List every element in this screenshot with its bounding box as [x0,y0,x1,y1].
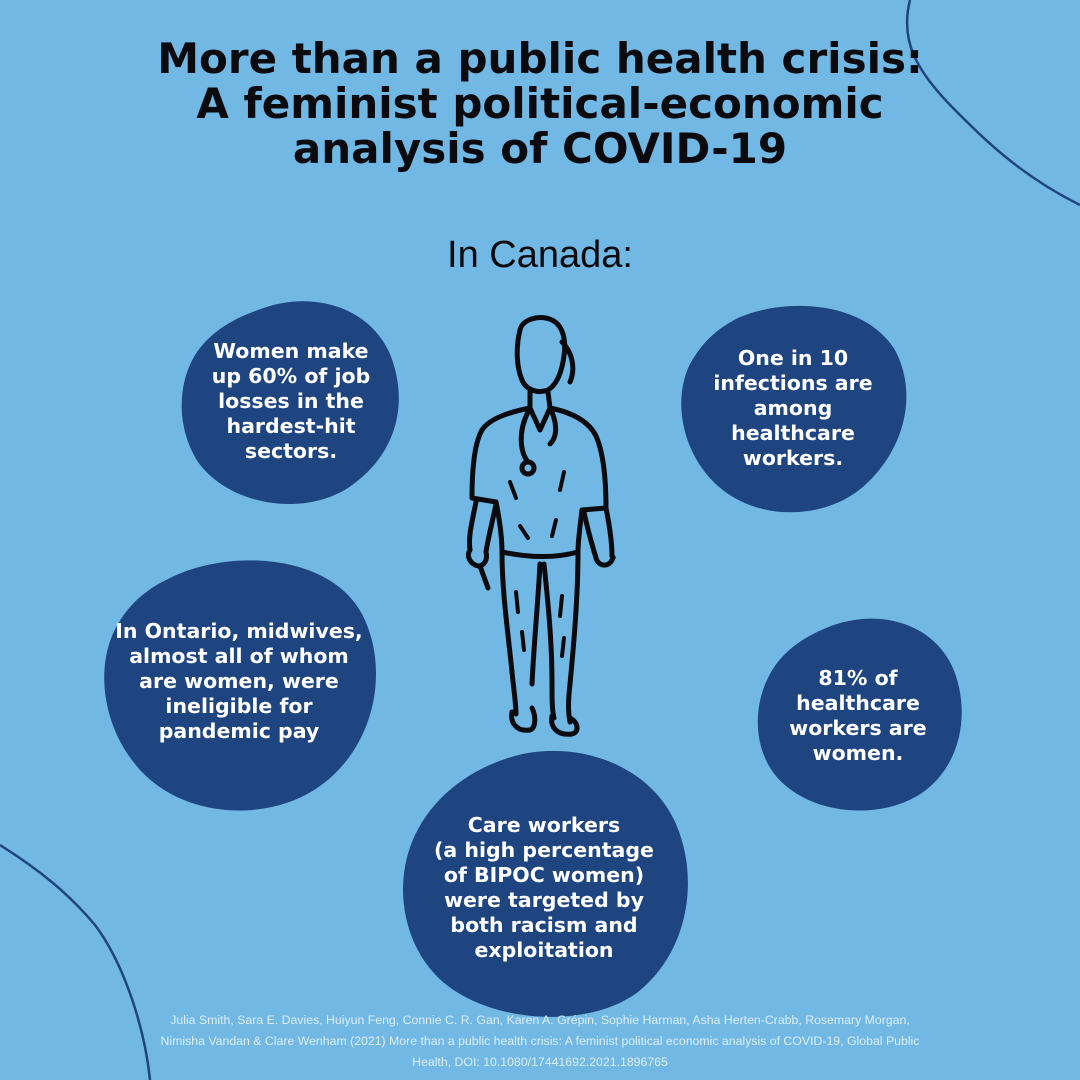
fact-blob-job-losses: Women make up 60% of job losses in the h… [178,296,404,506]
fact-blob-healthcare-women: 81% of healthcare workers are women. [754,614,962,812]
fact-blob-infections: One in 10 infections are among healthcar… [678,300,908,516]
region-subtitle: In Canada: [447,234,633,276]
fact-blob-care-workers: Care workers (a high percentage of BIPOC… [398,746,690,1018]
fact-blob-midwives: In Ontario, midwives, almost all of whom… [100,556,378,812]
citation: Julia Smith, Sara E. Davies, Huiyun Feng… [160,1013,920,1069]
page-title: More than a public health crisis: A femi… [157,34,923,173]
nurse-walking-icon [465,315,616,737]
